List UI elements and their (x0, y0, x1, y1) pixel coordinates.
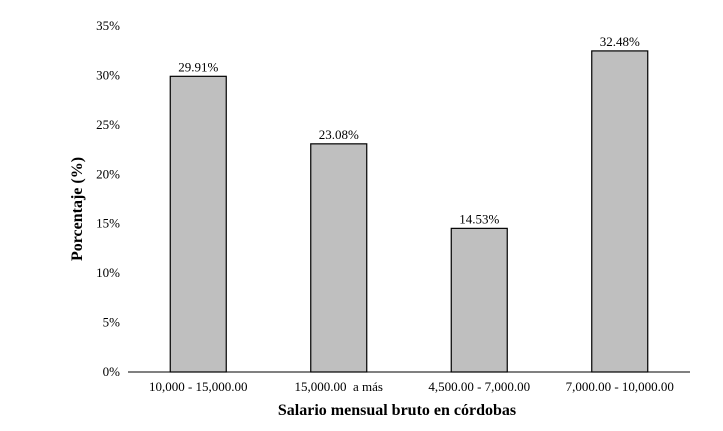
x-tick-label: 10,000 - 15,000.00 (149, 379, 248, 394)
y-tick-label: 25% (96, 117, 120, 132)
bar (169, 75, 227, 373)
bar (591, 50, 649, 373)
y-tick-label: 5% (103, 315, 121, 330)
y-axis-ticks: 0% 5% 10% 15% 20% 25% 30% 35% (96, 18, 120, 379)
data-label: 23.08% (319, 127, 359, 142)
x-tick-label: 7,000.00 - 10,000.00 (566, 379, 674, 394)
x-axis-ticks: 10,000 - 15,000.00 15,000.00 a más 4,500.0… (149, 379, 674, 394)
y-tick-label: 0% (103, 364, 121, 379)
bars (169, 50, 649, 373)
x-axis-title: Salario mensual bruto en córdobas (278, 402, 516, 419)
x-tick-label: 4,500.00 - 7,000.00 (428, 379, 530, 394)
bar (450, 227, 508, 373)
y-tick-label: 35% (96, 18, 120, 33)
y-tick-label: 20% (96, 166, 120, 181)
x-tick-label: 15,000.00 a más (295, 379, 383, 394)
data-labels: 29.91% 23.08% 14.53% 32.48% (178, 34, 640, 226)
data-label: 14.53% (459, 211, 499, 226)
y-tick-label: 15% (96, 216, 120, 231)
data-label: 29.91% (178, 59, 218, 74)
y-tick-label: 30% (96, 67, 120, 82)
bar (310, 143, 368, 373)
data-label: 32.48% (600, 34, 640, 49)
y-tick-label: 10% (96, 265, 120, 280)
y-axis-title: Porcentaje (%) (69, 157, 86, 261)
